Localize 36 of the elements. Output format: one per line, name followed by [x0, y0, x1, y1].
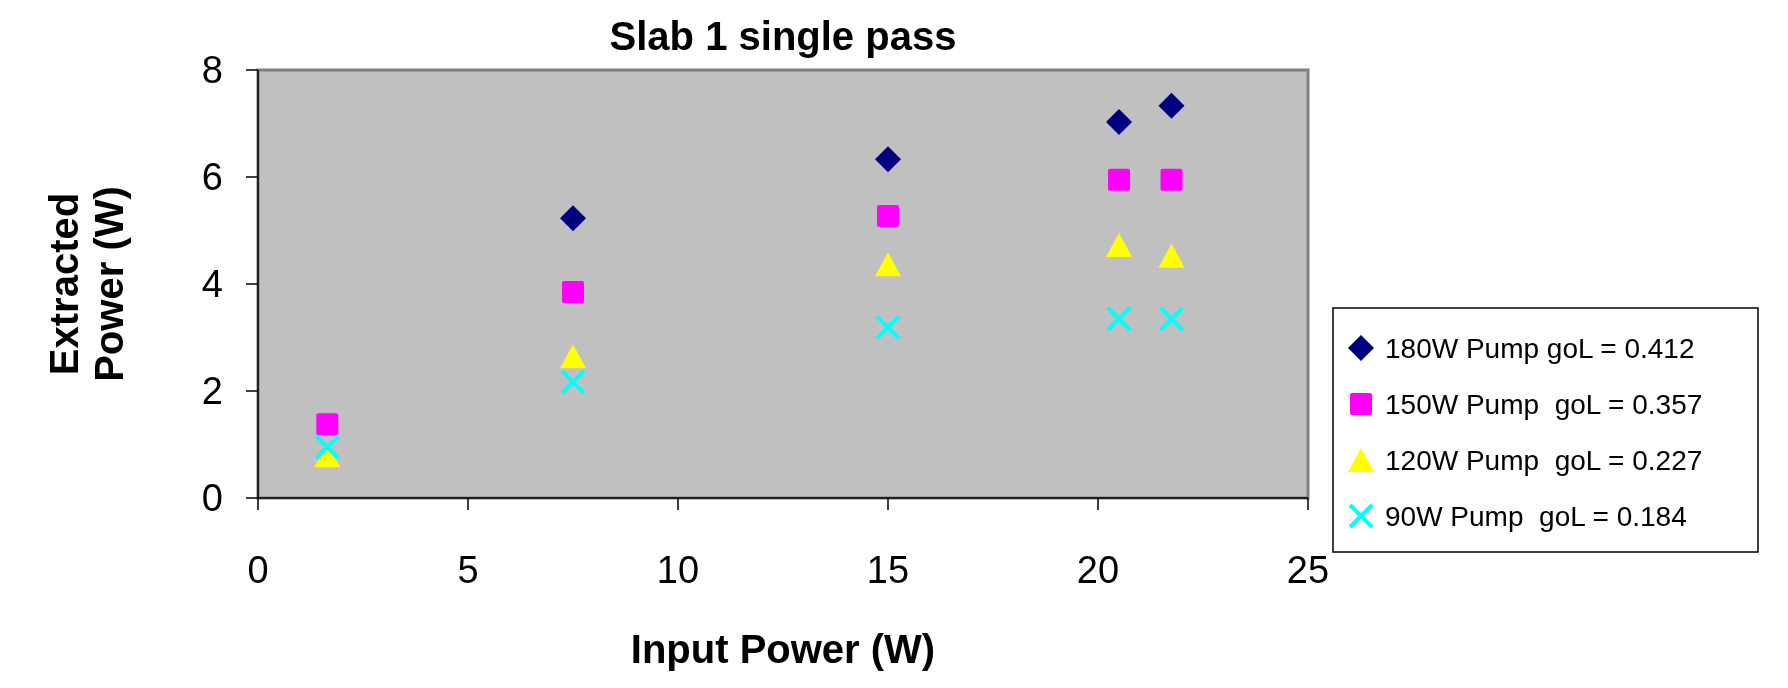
point: [560, 205, 586, 232]
x-tick-label: 20: [1076, 549, 1120, 591]
legend-label: 90W Pump goL = 0.184: [1385, 501, 1687, 532]
point: [314, 434, 341, 461]
point: [562, 281, 584, 304]
y-tick-label: 4: [201, 263, 223, 305]
point: [877, 205, 899, 228]
point: [560, 344, 586, 369]
point: [1106, 232, 1132, 257]
point: [1158, 243, 1185, 268]
point: [1158, 305, 1185, 332]
legend-label: 180W Pump goL = 0.412: [1385, 333, 1695, 364]
y-tick-label: 2: [201, 370, 223, 412]
y-tick-label: 8: [201, 49, 223, 91]
point: [875, 146, 901, 173]
point: [1106, 305, 1132, 332]
point: [1106, 108, 1132, 135]
x-tick-label: 15: [866, 549, 910, 591]
y-tick-label: 6: [201, 156, 223, 198]
point: [1108, 168, 1130, 191]
y-axis-title: Extracted Power (W): [42, 186, 131, 382]
legend-label: 120W Pump goL = 0.227: [1385, 445, 1703, 476]
x-axis-title: Input Power (W): [630, 627, 936, 671]
point: [316, 413, 339, 436]
point: [875, 314, 901, 341]
x-tick-label: 25: [1286, 549, 1330, 591]
x-tick-label: 10: [656, 549, 700, 591]
point: [1160, 168, 1183, 191]
x-tick-label: 5: [457, 549, 479, 591]
y-tick-label: 0: [201, 477, 223, 519]
x-tick-label: 0: [247, 549, 269, 591]
point: [560, 368, 586, 395]
point: [875, 252, 901, 277]
legend-label: 150W Pump goL = 0.357: [1385, 389, 1703, 420]
point: [1158, 92, 1185, 119]
chart-title: Slab 1 single pass: [609, 14, 957, 58]
